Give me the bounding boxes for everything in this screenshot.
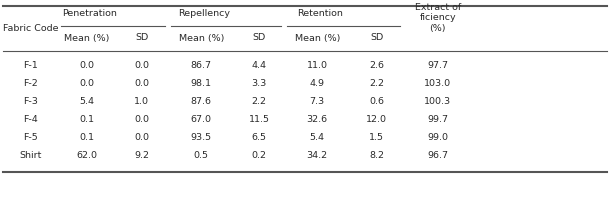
Text: 87.6: 87.6 (191, 97, 212, 106)
Text: 4.9: 4.9 (310, 78, 325, 88)
Text: F-3: F-3 (23, 97, 38, 106)
Text: 7.3: 7.3 (310, 97, 325, 106)
Text: 67.0: 67.0 (191, 115, 212, 123)
Text: 0.6: 0.6 (369, 97, 384, 106)
Text: 12.0: 12.0 (366, 115, 387, 123)
Text: 97.7: 97.7 (427, 60, 448, 69)
Text: 11.5: 11.5 (249, 115, 270, 123)
Text: 86.7: 86.7 (191, 60, 212, 69)
Text: 5.4: 5.4 (79, 97, 95, 106)
Text: 0.0: 0.0 (79, 60, 95, 69)
Text: 8.2: 8.2 (369, 150, 384, 160)
Text: Mean (%): Mean (%) (64, 34, 110, 43)
Text: SD: SD (370, 34, 383, 43)
Text: 0.0: 0.0 (79, 78, 95, 88)
Text: 103.0: 103.0 (424, 78, 451, 88)
Text: 62.0: 62.0 (76, 150, 98, 160)
Text: F-5: F-5 (23, 132, 38, 141)
Text: Shirt: Shirt (20, 150, 41, 160)
Text: 32.6: 32.6 (307, 115, 328, 123)
Text: Extract of
ficiency
(%): Extract of ficiency (%) (415, 3, 461, 33)
Text: 0.0: 0.0 (134, 78, 149, 88)
Text: 0.1: 0.1 (79, 132, 95, 141)
Text: 96.7: 96.7 (427, 150, 448, 160)
Text: SD: SD (253, 34, 266, 43)
Text: Mean (%): Mean (%) (179, 34, 224, 43)
Text: 1.0: 1.0 (134, 97, 149, 106)
Text: SD: SD (135, 34, 148, 43)
Text: F-1: F-1 (23, 60, 38, 69)
Text: 0.0: 0.0 (134, 60, 149, 69)
Text: 34.2: 34.2 (307, 150, 328, 160)
Text: Repellency: Repellency (178, 9, 231, 18)
Text: 99.7: 99.7 (427, 115, 448, 123)
Text: 6.5: 6.5 (252, 132, 267, 141)
Text: 0.5: 0.5 (194, 150, 209, 160)
Text: 3.3: 3.3 (251, 78, 267, 88)
Text: 9.2: 9.2 (134, 150, 149, 160)
Text: 93.5: 93.5 (191, 132, 212, 141)
Text: 1.5: 1.5 (369, 132, 384, 141)
Text: 98.1: 98.1 (191, 78, 212, 88)
Text: 0.2: 0.2 (252, 150, 267, 160)
Text: 0.0: 0.0 (134, 132, 149, 141)
Text: 100.3: 100.3 (424, 97, 451, 106)
Text: 2.6: 2.6 (369, 60, 384, 69)
Text: Retention: Retention (297, 9, 343, 18)
Text: 2.2: 2.2 (252, 97, 267, 106)
Text: 5.4: 5.4 (310, 132, 325, 141)
Text: 99.0: 99.0 (427, 132, 448, 141)
Text: 11.0: 11.0 (307, 60, 328, 69)
Text: 0.1: 0.1 (79, 115, 95, 123)
Text: F-2: F-2 (23, 78, 38, 88)
Text: Penetration: Penetration (63, 9, 117, 18)
Text: 2.2: 2.2 (369, 78, 384, 88)
Text: Mean (%): Mean (%) (295, 34, 340, 43)
Text: 4.4: 4.4 (252, 60, 267, 69)
Text: 0.0: 0.0 (134, 115, 149, 123)
Text: F-4: F-4 (23, 115, 38, 123)
Text: Fabric Code: Fabric Code (3, 24, 58, 33)
